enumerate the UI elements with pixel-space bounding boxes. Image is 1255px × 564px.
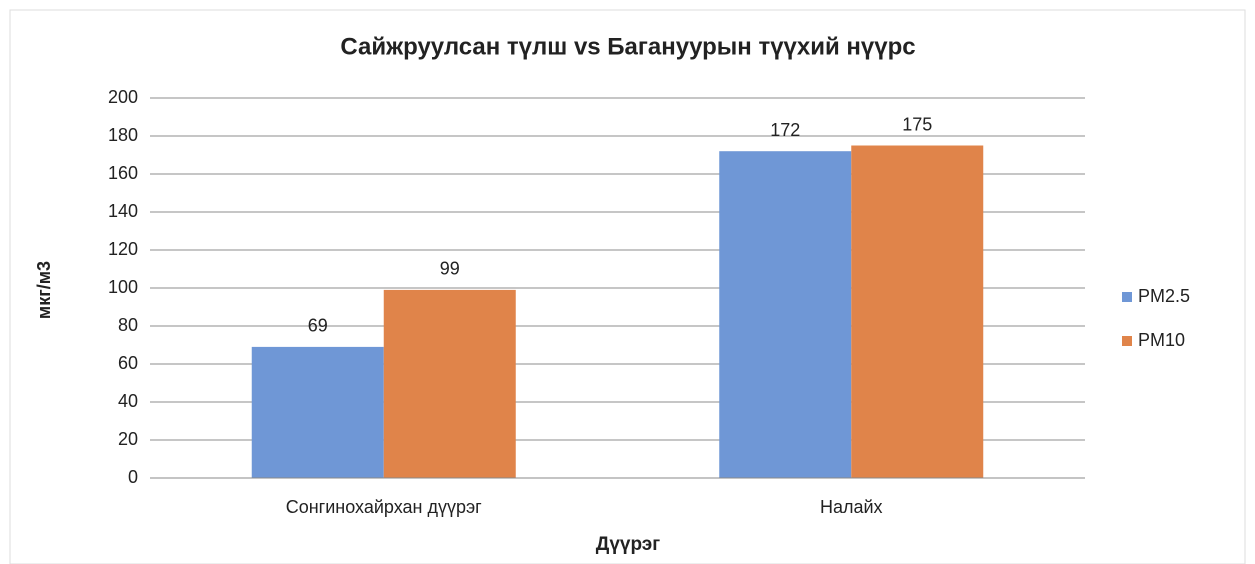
bar bbox=[851, 145, 984, 478]
y-tick-label: 120 bbox=[108, 239, 138, 259]
data-label: 99 bbox=[440, 259, 460, 279]
y-tick-label: 140 bbox=[108, 201, 138, 221]
legend-label: PM10 bbox=[1138, 330, 1185, 350]
y-tick-label: 60 bbox=[118, 353, 138, 373]
y-tick-label: 0 bbox=[128, 467, 138, 487]
y-tick-label: 160 bbox=[108, 163, 138, 183]
data-label: 175 bbox=[902, 114, 932, 134]
data-label: 69 bbox=[308, 316, 328, 336]
y-tick-label: 100 bbox=[108, 277, 138, 297]
chart-frame bbox=[9, 9, 1246, 564]
legend-swatch bbox=[1122, 292, 1132, 302]
y-tick-label: 40 bbox=[118, 391, 138, 411]
y-axis-label: мкг/м3 bbox=[34, 261, 54, 319]
y-tick-label: 20 bbox=[118, 429, 138, 449]
x-tick-label: Налайх bbox=[820, 497, 883, 517]
legend-label: PM2.5 bbox=[1138, 286, 1190, 306]
bar bbox=[719, 151, 852, 478]
x-tick-label: Сонгинохайрхан дүүрэг bbox=[286, 497, 482, 517]
bar bbox=[383, 289, 516, 478]
x-axis-label: Дүүрэг bbox=[596, 534, 661, 555]
y-tick-label: 80 bbox=[118, 315, 138, 335]
bar bbox=[251, 346, 384, 478]
y-tick-label: 200 bbox=[108, 87, 138, 107]
chart-title: Сайжруулсан түлш vs Багануурын түүхий нү… bbox=[340, 33, 915, 60]
data-label: 172 bbox=[770, 120, 800, 140]
legend-swatch bbox=[1122, 336, 1132, 346]
y-tick-label: 180 bbox=[108, 125, 138, 145]
